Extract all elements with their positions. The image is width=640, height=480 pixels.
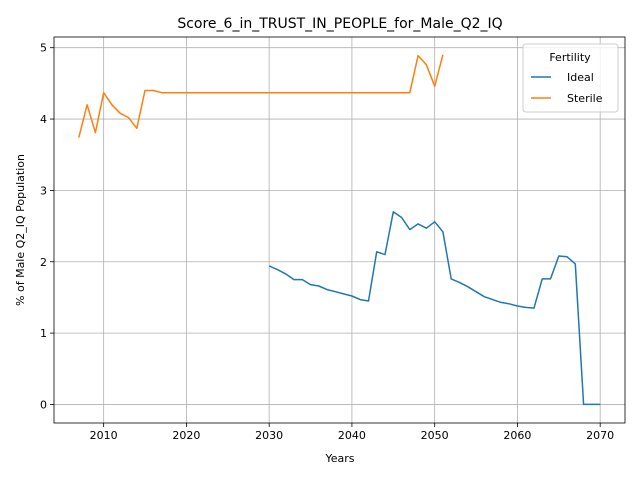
plot-frame — [53, 36, 626, 424]
x-tick-label: 2070 — [586, 429, 614, 442]
x-axis-label: Years — [324, 452, 354, 465]
y-tick-label: 1 — [40, 327, 47, 340]
legend-label-ideal: Ideal — [567, 71, 594, 84]
x-tick-label: 2060 — [503, 429, 531, 442]
series-layer — [78, 54, 601, 406]
axis-ticks: 2010 2020 2030 2040 2050 2060 2070 0 1 2 3 4 5 — [40, 42, 614, 442]
y-tick-label: 2 — [40, 256, 47, 269]
y-tick-label: 4 — [40, 113, 47, 126]
x-tick-label: 2040 — [338, 429, 366, 442]
legend: Fertility Ideal Sterile — [522, 43, 619, 113]
series-line-sterile — [78, 54, 444, 138]
legend-title: Fertility — [549, 51, 591, 64]
series-line-ideal — [268, 211, 601, 406]
x-tick-label: 2030 — [255, 429, 283, 442]
chart-title: Score_6_in_TRUST_IN_PEOPLE_for_Male_Q2_I… — [177, 16, 502, 32]
x-tick-label: 2020 — [172, 429, 200, 442]
y-tick-label: 0 — [40, 398, 47, 411]
grid — [54, 37, 625, 423]
y-tick-label: 5 — [40, 42, 47, 55]
y-tick-label: 3 — [40, 184, 47, 197]
y-axis-label: % of Male Q2_IQ Population — [14, 154, 27, 306]
x-tick-label: 2010 — [90, 429, 118, 442]
legend-label-sterile: Sterile — [567, 92, 603, 105]
legend-box — [522, 43, 619, 113]
x-tick-label: 2050 — [421, 429, 449, 442]
